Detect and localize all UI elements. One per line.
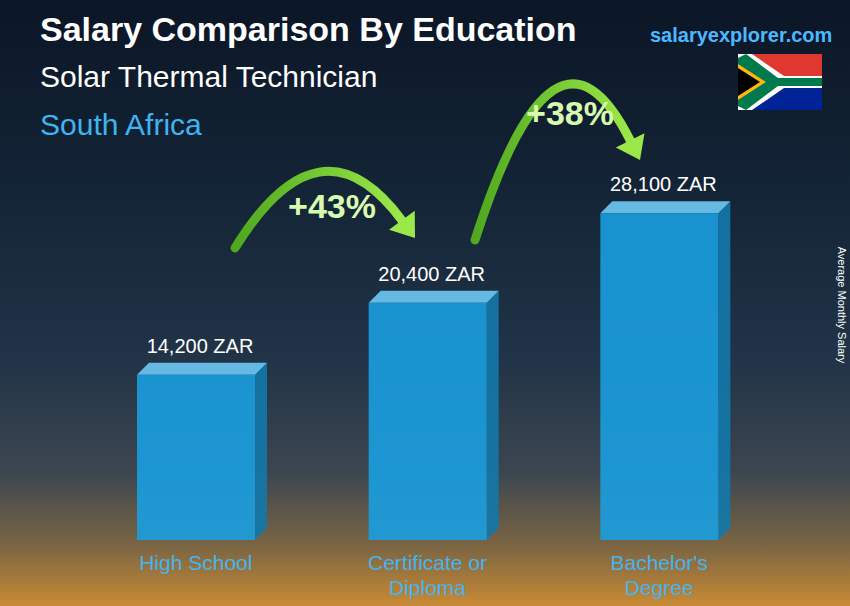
html-text:salaryexplorer.com: salaryexplorer.com bbox=[650, 24, 833, 46]
html-text:Solar Thermal Technician: Solar Thermal Technician bbox=[40, 60, 378, 93]
svg-text:+43%: +43% bbox=[288, 187, 376, 225]
svg-text:14,200 ZAR: 14,200 ZAR bbox=[147, 335, 254, 357]
html-text:Average Monthly Salary: Average Monthly Salary bbox=[836, 246, 848, 364]
svg-text:Bachelor'sDegree: Bachelor'sDegree bbox=[610, 551, 707, 599]
svg-text:20,400 ZAR: 20,400 ZAR bbox=[378, 263, 485, 285]
html-text:Salary Comparison By Education: Salary Comparison By Education bbox=[40, 10, 577, 48]
html-text:South Africa: South Africa bbox=[40, 108, 202, 141]
svg-text:High School: High School bbox=[139, 551, 252, 574]
svg-text:+38%: +38% bbox=[526, 94, 614, 132]
svg-text:Certificate orDiploma: Certificate orDiploma bbox=[368, 551, 487, 599]
svg-text:28,100 ZAR: 28,100 ZAR bbox=[610, 173, 717, 195]
